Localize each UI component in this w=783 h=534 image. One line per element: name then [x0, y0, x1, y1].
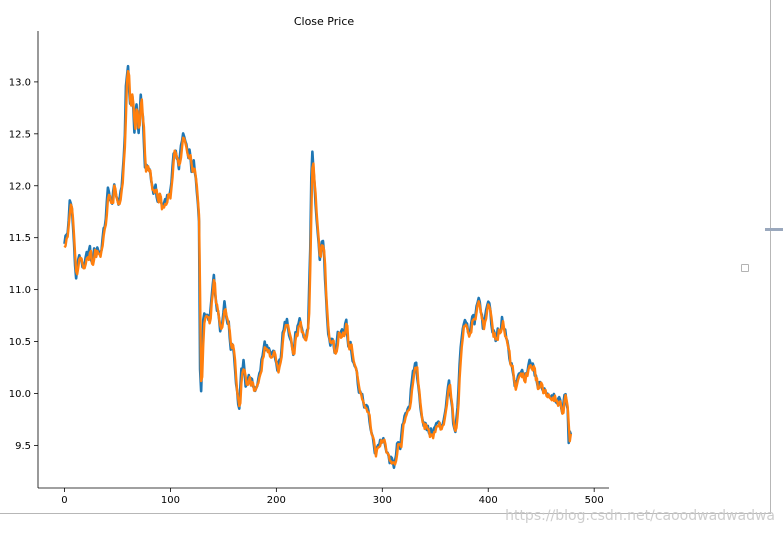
empty-legend-box	[741, 264, 749, 272]
y-axis-ticks: 9.5 10.0 10.5 11.0 11.5 12.0 12.5 13.0	[9, 77, 38, 452]
y-tick-label: 9.5	[15, 441, 31, 452]
y-tick-label: 12.0	[9, 181, 31, 192]
y-tick-label: 10.5	[9, 337, 31, 348]
y-tick-label: 13.0	[9, 77, 31, 88]
x-tick-label: 300	[373, 495, 392, 506]
x-axis-ticks: 0 100 200 300 400 500	[61, 488, 604, 506]
x-tick-label: 100	[161, 495, 180, 506]
x-tick-label: 200	[267, 495, 286, 506]
x-tick-label: 400	[479, 495, 498, 506]
watermark-text: https://blog.csdn.net/caoodwadwadwa	[505, 508, 775, 524]
splitter-handle[interactable]	[765, 228, 783, 231]
y-tick-label: 11.0	[9, 285, 31, 296]
chart-title: Close Price	[294, 15, 355, 28]
x-tick-label: 500	[585, 495, 604, 506]
series-line-predicted	[63, 69, 573, 466]
x-tick-label: 0	[61, 495, 67, 506]
y-tick-label: 10.0	[9, 389, 31, 400]
y-tick-label: 11.5	[9, 233, 31, 244]
series-layer	[63, 64, 573, 469]
y-tick-label: 12.5	[9, 129, 31, 140]
